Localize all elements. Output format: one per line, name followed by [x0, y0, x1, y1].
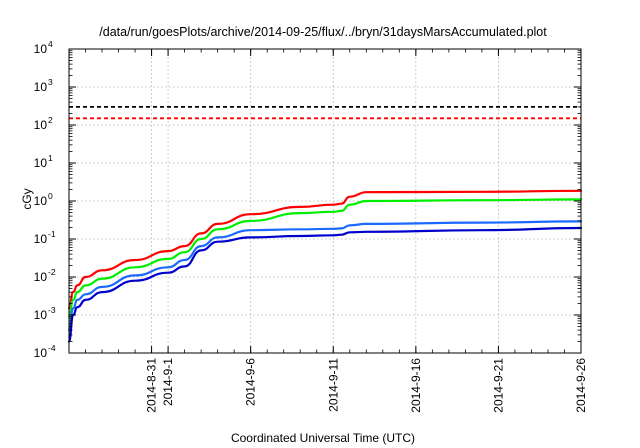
- y-tick-label: 10: [34, 232, 48, 246]
- y-tick-label-exponent: 0: [48, 191, 53, 201]
- series-line: [67, 220, 583, 332]
- x-tick-label: 2014-9-26: [574, 358, 588, 413]
- y-tick-label-exponent: -2: [48, 267, 56, 277]
- chart-title: /data/run/goesPlots/archive/2014-09-25/f…: [99, 25, 547, 39]
- y-tick-label: 10: [34, 346, 48, 360]
- y-tick-label: 10: [34, 118, 48, 132]
- y-tick-label-exponent: 2: [48, 115, 53, 125]
- series-line: [67, 189, 583, 310]
- x-axis-label: Coordinated Universal Time (UTC): [231, 431, 415, 445]
- series-line: [67, 198, 583, 318]
- x-axis-ticks: 2014-8-31 2014-9-1 2014-9-6 2014-9-11 2014-9…: [68, 49, 588, 413]
- reference-lines: [69, 105, 581, 120]
- x-tick-label: 2014-8-31: [145, 358, 159, 413]
- x-tick-label: 2014-9-11: [326, 358, 340, 412]
- grid-lines: [69, 49, 581, 353]
- y-tick-label: 10: [34, 308, 48, 322]
- y-tick-label: 10: [34, 194, 48, 208]
- x-tick-label: 2014-9-21: [491, 358, 505, 413]
- series-lines: [67, 189, 583, 343]
- x-tick-label: 2014-9-6: [244, 358, 258, 406]
- y-tick-label: 10: [34, 270, 48, 284]
- x-tick-label: 2014-9-16: [409, 358, 423, 413]
- y-tick-label-exponent: 3: [48, 77, 53, 87]
- y-tick-label-exponent: -4: [48, 343, 56, 353]
- y-tick-label: 10: [34, 80, 48, 94]
- y-tick-label-exponent: -3: [48, 305, 56, 315]
- y-tick-label: 10: [34, 42, 48, 56]
- y-axis-label: cGy: [20, 188, 34, 209]
- y-tick-label-exponent: -1: [48, 229, 56, 239]
- y-tick-label-exponent: 1: [48, 153, 53, 163]
- x-tick-label: 2014-9-1: [161, 358, 175, 406]
- series-line: [67, 226, 583, 343]
- y-tick-label-exponent: 4: [48, 39, 53, 49]
- y-tick-label: 10: [34, 156, 48, 170]
